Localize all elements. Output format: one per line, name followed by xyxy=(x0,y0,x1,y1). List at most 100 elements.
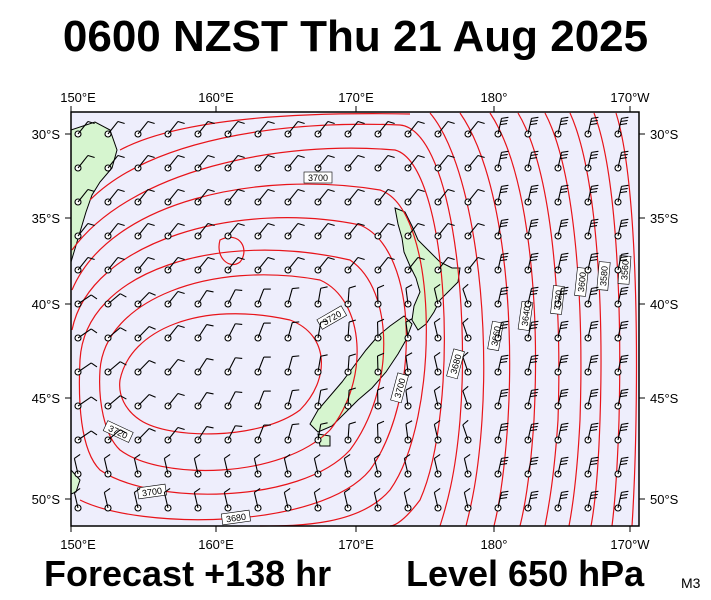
wind-barb-staff xyxy=(287,223,299,237)
wind-barb-feather xyxy=(374,454,381,459)
wind-barb-staff xyxy=(73,492,79,509)
wind-barb-staff xyxy=(433,356,439,373)
contour-label: 3560 xyxy=(619,260,630,281)
wind-barb-feather xyxy=(447,154,455,159)
wind-barb-feather xyxy=(560,259,568,262)
wind-barb-feather xyxy=(620,157,628,160)
wind-barb-feather xyxy=(254,488,261,493)
lon-label: 180° xyxy=(481,90,508,105)
wind-barb-feather xyxy=(530,157,538,160)
wind-barb-feather xyxy=(561,354,569,357)
wind-barb-feather xyxy=(560,391,568,395)
wind-barb-feather xyxy=(561,116,569,119)
wind-barb-feather xyxy=(477,222,485,227)
wind-barb-staff xyxy=(257,288,265,305)
wind-barb-feather xyxy=(237,154,245,159)
contour-line xyxy=(615,112,638,527)
wind-barb-feather xyxy=(560,153,568,157)
wind-barb-feather xyxy=(560,225,568,228)
wind-barb-feather xyxy=(560,425,568,429)
wind-barb-staff xyxy=(167,155,179,169)
wind-barb-feather xyxy=(590,293,598,296)
wind-barb-feather xyxy=(591,286,599,289)
wind-barb-feather xyxy=(531,252,539,255)
wind-barb-feather xyxy=(530,191,538,194)
wind-barb-feather xyxy=(561,456,569,459)
wind-barb-feather xyxy=(477,154,485,159)
wind-barb-staff xyxy=(257,223,269,237)
wind-barb-feather xyxy=(104,488,111,493)
wind-barb-feather xyxy=(292,423,300,426)
contour-line xyxy=(99,274,358,472)
wind-barb-feather xyxy=(501,354,509,357)
wind-barb-feather xyxy=(405,386,413,391)
wind-barb-staff xyxy=(77,362,92,373)
wind-barb-feather xyxy=(590,289,598,293)
wind-barb-staff xyxy=(317,257,329,271)
wind-barb-staff xyxy=(257,390,265,407)
wind-barb-feather xyxy=(297,154,305,159)
wind-barb-staff xyxy=(462,288,469,305)
wind-barb-feather xyxy=(147,222,155,227)
wind-barb-feather xyxy=(590,191,598,194)
map-frame xyxy=(70,111,640,527)
wind-barb-feather xyxy=(621,388,629,391)
wind-barb-feather xyxy=(560,289,568,293)
wind-barb-feather xyxy=(387,256,395,261)
wind-barb-feather xyxy=(447,188,455,193)
wind-barb-staff xyxy=(287,189,299,203)
wind-barb-feather xyxy=(530,463,538,466)
wind-barb-feather xyxy=(621,150,629,153)
wind-barb-staff xyxy=(227,357,236,373)
wind-barb-feather xyxy=(590,187,598,191)
wind-barb-staff xyxy=(347,189,359,203)
wind-barb-staff xyxy=(257,257,269,271)
wind-barb-feather xyxy=(591,252,599,255)
wind-barb-feather xyxy=(177,154,185,159)
wind-barb-feather xyxy=(501,490,509,493)
wind-barb-feather xyxy=(148,428,156,432)
wind-barb-feather xyxy=(320,286,328,289)
wind-barb-feather xyxy=(119,293,127,298)
wind-barb-staff xyxy=(257,322,265,339)
wind-barb-feather xyxy=(590,157,598,160)
wind-barb-staff xyxy=(405,322,409,339)
wind-barb-staff xyxy=(163,458,169,475)
wind-barb-feather xyxy=(590,153,598,157)
wind-barb-feather xyxy=(501,422,509,425)
wind-barb-staff xyxy=(77,121,89,135)
wind-barb-staff xyxy=(77,223,89,237)
wind-barb-staff xyxy=(405,424,409,441)
wind-barb-staff xyxy=(77,155,89,169)
wind-barb-feather xyxy=(164,488,171,493)
wind-barb-feather xyxy=(591,150,599,153)
wind-barb-staff xyxy=(107,223,119,237)
wind-barb-feather xyxy=(501,252,509,255)
wind-barb-feather xyxy=(147,256,155,261)
wind-barb-feather xyxy=(90,396,98,402)
wind-barb-feather xyxy=(235,323,243,325)
wind-barb-feather xyxy=(590,327,598,330)
wind-barb-feather xyxy=(314,454,321,459)
wind-barb-feather xyxy=(104,454,111,459)
wind-barb-feather xyxy=(560,463,568,466)
wind-barb-feather xyxy=(590,493,598,497)
map-title: 0600 NZST Thu 21 Aug 2025 xyxy=(62,12,649,61)
wind-barb-feather xyxy=(74,454,81,459)
wind-barb-feather xyxy=(224,454,231,459)
wind-barb-staff xyxy=(257,424,265,441)
wind-barb-feather xyxy=(207,188,215,193)
wind-barb-feather xyxy=(119,429,127,434)
wind-barb-feather xyxy=(560,327,568,330)
wind-barb-feather xyxy=(500,187,508,191)
wind-barb-staff xyxy=(313,458,319,475)
wind-barb-feather xyxy=(117,154,125,159)
wind-barb-feather xyxy=(500,493,508,497)
contour-label: 3700 xyxy=(141,486,162,499)
wind-barb-staff xyxy=(133,492,139,509)
wind-barb-feather xyxy=(357,256,365,261)
wind-barb-staff xyxy=(437,121,449,135)
wind-barb-feather xyxy=(560,395,568,398)
wind-barb-feather xyxy=(87,154,95,159)
